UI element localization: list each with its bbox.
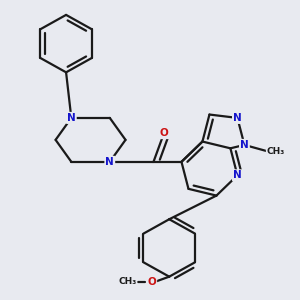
Text: CH₃: CH₃ xyxy=(267,147,285,156)
Text: CH₃: CH₃ xyxy=(118,277,136,286)
Text: O: O xyxy=(160,128,168,138)
Text: N: N xyxy=(233,170,242,180)
Text: N: N xyxy=(67,113,76,123)
Text: N: N xyxy=(105,157,114,167)
Text: N: N xyxy=(240,140,249,150)
Text: N: N xyxy=(233,113,242,123)
Text: O: O xyxy=(147,277,156,287)
